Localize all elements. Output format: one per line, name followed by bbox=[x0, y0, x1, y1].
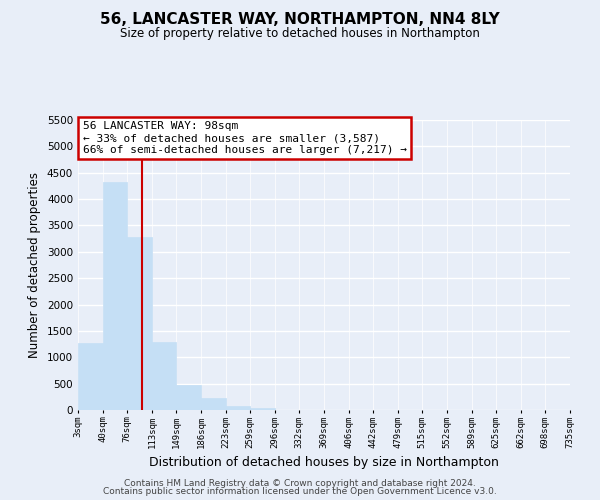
Text: Size of property relative to detached houses in Northampton: Size of property relative to detached ho… bbox=[120, 28, 480, 40]
Bar bbox=[127, 237, 152, 410]
Bar bbox=[152, 342, 176, 410]
Bar bbox=[78, 343, 103, 410]
Bar bbox=[103, 182, 127, 410]
Bar bbox=[226, 406, 250, 410]
Text: Contains HM Land Registry data © Crown copyright and database right 2024.: Contains HM Land Registry data © Crown c… bbox=[124, 478, 476, 488]
Bar bbox=[176, 384, 201, 410]
X-axis label: Distribution of detached houses by size in Northampton: Distribution of detached houses by size … bbox=[149, 456, 499, 469]
Text: Contains public sector information licensed under the Open Government Licence v3: Contains public sector information licen… bbox=[103, 487, 497, 496]
Text: 56 LANCASTER WAY: 98sqm
← 33% of detached houses are smaller (3,587)
66% of semi: 56 LANCASTER WAY: 98sqm ← 33% of detache… bbox=[83, 122, 407, 154]
Bar bbox=[250, 408, 275, 410]
Y-axis label: Number of detached properties: Number of detached properties bbox=[28, 172, 41, 358]
Bar bbox=[201, 398, 226, 410]
Text: 56, LANCASTER WAY, NORTHAMPTON, NN4 8LY: 56, LANCASTER WAY, NORTHAMPTON, NN4 8LY bbox=[100, 12, 500, 28]
